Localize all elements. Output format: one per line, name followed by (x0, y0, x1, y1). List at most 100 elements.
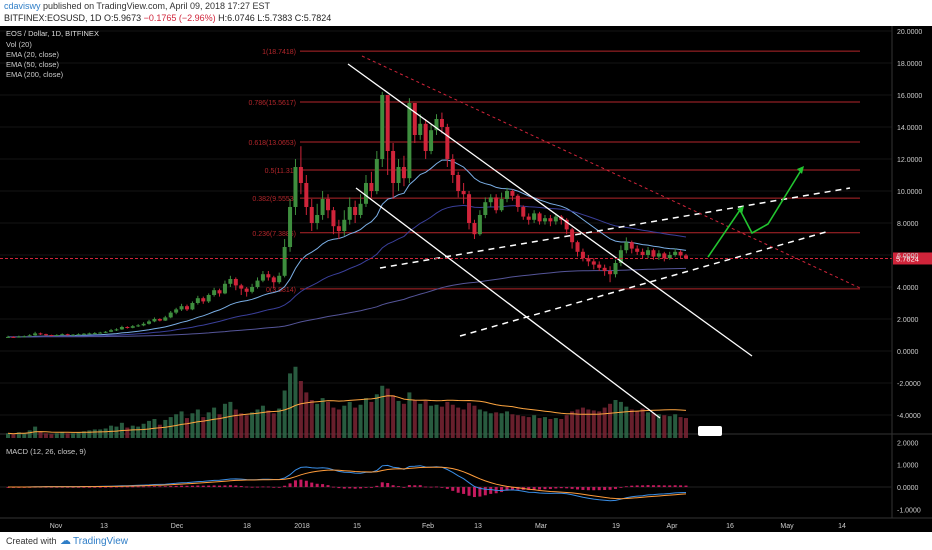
volume-bar (255, 409, 260, 438)
candle-body (250, 287, 255, 292)
volume-bar (342, 405, 347, 438)
change-value: −0.1765 (−2.96%) (143, 13, 216, 23)
volume-bar (499, 413, 504, 438)
candle-body (499, 199, 504, 211)
macd-histogram-bar (456, 487, 460, 493)
candle-body (483, 202, 488, 215)
candle-body (537, 213, 542, 222)
macd-axis-tick: 0.0000 (897, 485, 919, 492)
candle-body (206, 295, 211, 302)
volume-bar (678, 417, 683, 438)
candle-body (87, 333, 92, 335)
macd-histogram-bar (451, 487, 455, 491)
macd-histogram-bar (299, 479, 303, 488)
candle-body (347, 207, 352, 220)
volume-bar (380, 385, 385, 438)
volume-bar (347, 401, 352, 438)
candle-body (244, 288, 249, 292)
candle-body (190, 303, 195, 310)
volume-bar (326, 401, 331, 438)
candle-body (336, 226, 341, 231)
candle-body (461, 191, 466, 195)
time-axis-label: 13 (100, 523, 108, 530)
macd-histogram-bar (185, 485, 189, 488)
fib-level-label: 0.236(7.3885) (252, 231, 296, 238)
candle-body (624, 242, 629, 251)
candle-body (418, 123, 423, 135)
macd-histogram-bar (256, 486, 260, 488)
macd-histogram-bar (261, 486, 265, 488)
candle-body (629, 242, 634, 249)
macd-histogram-bar (657, 485, 661, 488)
volume-bar (662, 415, 667, 438)
volume-bar (103, 428, 108, 438)
volume-bar (288, 373, 293, 438)
candle-body (515, 195, 520, 207)
macd-histogram-bar (527, 487, 531, 490)
candle-body (662, 253, 667, 259)
candle-body (201, 298, 206, 302)
candle-body (423, 123, 428, 151)
macd-histogram-bar (407, 485, 411, 488)
volume-bar (174, 414, 179, 438)
macd-histogram-bar (125, 486, 129, 488)
candle-body (342, 219, 347, 231)
price-chart-svg[interactable]: 1(18.7418) 0.786(15.5617) 0.618(13.0653) 0.… (0, 26, 932, 536)
candle-body (450, 159, 455, 175)
candle-body (11, 336, 16, 338)
volume-bar (673, 414, 678, 438)
macd-histogram-bar (131, 486, 135, 488)
volume-bar (456, 407, 461, 438)
candle-body (33, 333, 38, 336)
candle-body (667, 255, 672, 259)
candle-body (391, 151, 396, 183)
candle-body (109, 330, 114, 332)
macd-histogram-bar (581, 487, 585, 490)
volume-bar (222, 403, 227, 438)
volume-bar (11, 434, 16, 438)
candle-body (49, 335, 54, 336)
ema-20-line (7, 159, 687, 338)
macd-histogram-bar (218, 485, 222, 488)
volume-bar (16, 432, 21, 438)
candle-body (646, 250, 651, 255)
macd-histogram-bar (679, 485, 683, 488)
macd-histogram-bar (467, 487, 471, 496)
macd-histogram-bar (500, 487, 504, 493)
macd-histogram-bar (375, 485, 379, 488)
macd-histogram-bar (272, 486, 276, 488)
volume-bar (38, 431, 43, 438)
macd-axis-tick: 1.0000 (897, 463, 919, 470)
author-name[interactable]: cdaviswy (4, 1, 41, 11)
tradingview-logo[interactable]: ☁ TradingView (60, 534, 128, 547)
volume-bar (6, 433, 10, 438)
macd-histogram-bar (391, 485, 395, 488)
macd-histogram-bar (478, 487, 482, 497)
last-price-label: 5.7824 (896, 254, 919, 263)
last-price-badge (893, 252, 932, 265)
macd-histogram-bar (364, 487, 368, 488)
macd-histogram-bar (142, 486, 146, 488)
candle-body (331, 210, 336, 227)
candle-body (412, 103, 417, 135)
price-axis-tick: 6.0000 (897, 253, 919, 260)
volume-bar (412, 400, 417, 438)
volume-bar (43, 433, 48, 438)
chart-area[interactable]: 1(18.7418) 0.786(15.5617) 0.618(13.0653) 0.… (0, 26, 932, 536)
macd-histogram-bar (288, 483, 292, 488)
volume-bar (640, 408, 645, 438)
macd-histogram-bar (489, 487, 493, 494)
macd-histogram-bar (277, 486, 281, 488)
volume-bar (277, 408, 282, 438)
candle-body (613, 263, 618, 275)
volume-bar (635, 411, 640, 438)
volume-bar (353, 407, 358, 438)
volume-bar (618, 401, 623, 438)
volume-bar (407, 392, 412, 438)
price-axis-tick: -2.0000 (897, 381, 921, 388)
macd-histogram-bar (315, 483, 319, 488)
macd-histogram-bar (174, 485, 178, 488)
candle-body (548, 218, 553, 222)
volume-bar (217, 414, 222, 438)
candle-body (22, 336, 27, 338)
